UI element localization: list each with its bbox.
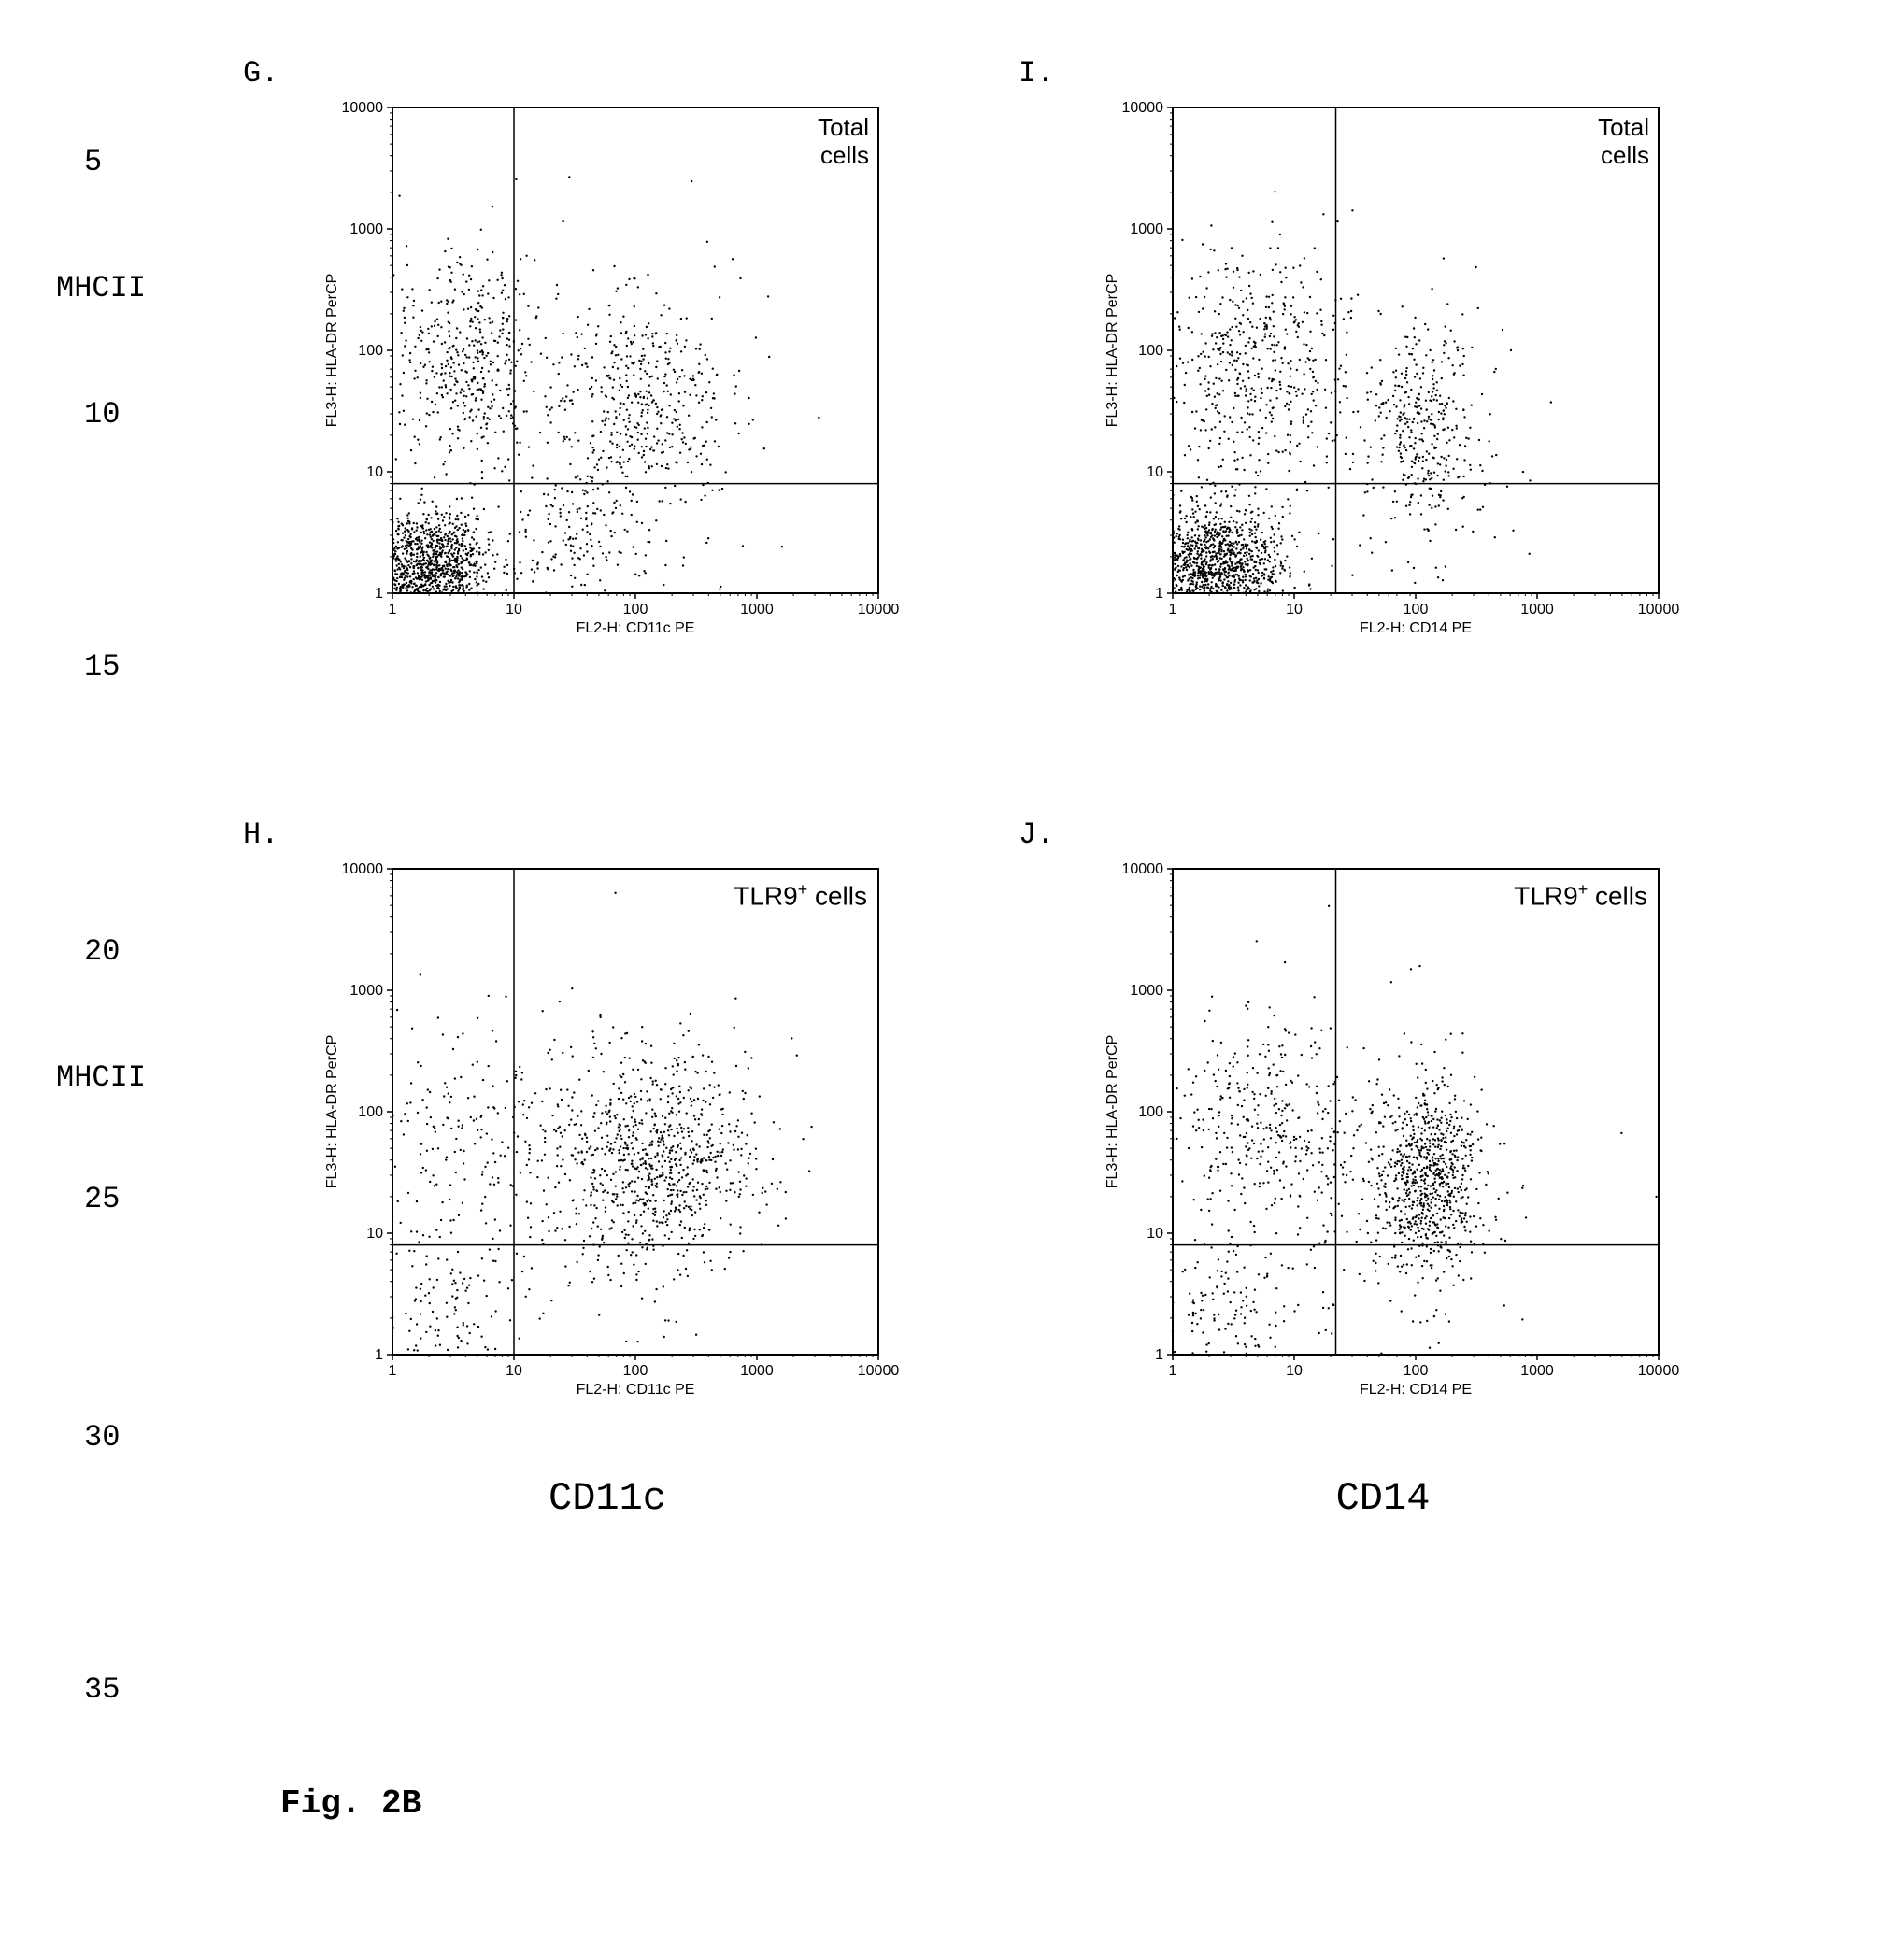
svg-text:10000: 10000 (342, 100, 384, 116)
figure-caption: Fig. 2B (280, 1784, 421, 1823)
svg-text:1000: 1000 (1520, 602, 1554, 618)
svg-text:10000: 10000 (1638, 602, 1680, 618)
plot-annotation: TLR9+ cells (734, 880, 867, 911)
figure-page: 5 10 15 20 25 30 35 MHCII MHCII G. I. H.… (37, 37, 1844, 1923)
svg-text:10: 10 (366, 464, 383, 480)
panel-label-j: J. (1019, 817, 1054, 852)
svg-text:FL2-H: CD11c PE: FL2-H: CD11c PE (577, 620, 695, 636)
scatter-plot-g: 11 10 10 100 100 1000 1000 10000 10000 FL2-H: CD1… (308, 89, 906, 663)
line-number: 10 (84, 397, 120, 432)
line-number: 15 (84, 649, 120, 684)
svg-text:cells: cells (820, 141, 869, 169)
svg-text:Total: Total (818, 113, 869, 141)
svg-text:1000: 1000 (740, 602, 774, 618)
line-number: 25 (84, 1182, 120, 1216)
line-number: 20 (84, 934, 120, 969)
scatter-plot-h: 111010100100100010001000010000FL2-H: CD1… (308, 850, 906, 1425)
svg-text:Total: Total (1598, 113, 1649, 141)
svg-text:1: 1 (1155, 586, 1163, 602)
svg-text:FL2-H: CD14 PE: FL2-H: CD14 PE (1360, 620, 1472, 636)
svg-text:100: 100 (358, 343, 383, 359)
svg-text:FL3-H: HLA-DR PerCP: FL3-H: HLA-DR PerCP (1104, 274, 1120, 427)
line-number: 30 (84, 1420, 120, 1455)
svg-text:100: 100 (1138, 343, 1163, 359)
svg-text:cells: cells (1601, 141, 1649, 169)
svg-text:1000: 1000 (349, 221, 383, 237)
svg-text:1: 1 (375, 586, 383, 602)
svg-text:100: 100 (623, 602, 648, 618)
panel-label-i: I. (1019, 56, 1054, 91)
column-label-cd11c: CD11c (486, 1476, 729, 1521)
scatter-plot-j: 111010100100100010001000010000FL2-H: CD1… (1089, 850, 1687, 1425)
line-number: 5 (84, 145, 102, 179)
line-number: 35 (84, 1672, 120, 1707)
svg-text:1000: 1000 (1130, 221, 1163, 237)
panel-label-h: H. (243, 817, 278, 852)
svg-text:100: 100 (1404, 602, 1429, 618)
svg-text:10000: 10000 (1122, 100, 1164, 116)
mhcii-row-label: MHCII (56, 1060, 146, 1095)
svg-text:1: 1 (1169, 602, 1177, 618)
svg-text:10: 10 (1286, 602, 1303, 618)
mhcii-row-label: MHCII (56, 271, 146, 305)
column-label-cd14: CD14 (1280, 1476, 1486, 1521)
scatter-plot-i: 11 10 10 100 100 1000 1000 10000 10000 FL2-H: CD1… (1089, 89, 1687, 663)
svg-text:FL3-H: HLA-DR PerCP: FL3-H: HLA-DR PerCP (324, 274, 340, 427)
panel-label-g: G. (243, 56, 278, 91)
svg-text:1: 1 (389, 602, 397, 618)
svg-text:10000: 10000 (858, 602, 900, 618)
svg-text:10: 10 (1147, 464, 1163, 480)
plot-annotation: TLR9+ cells (1514, 880, 1647, 911)
svg-text:10: 10 (506, 602, 522, 618)
